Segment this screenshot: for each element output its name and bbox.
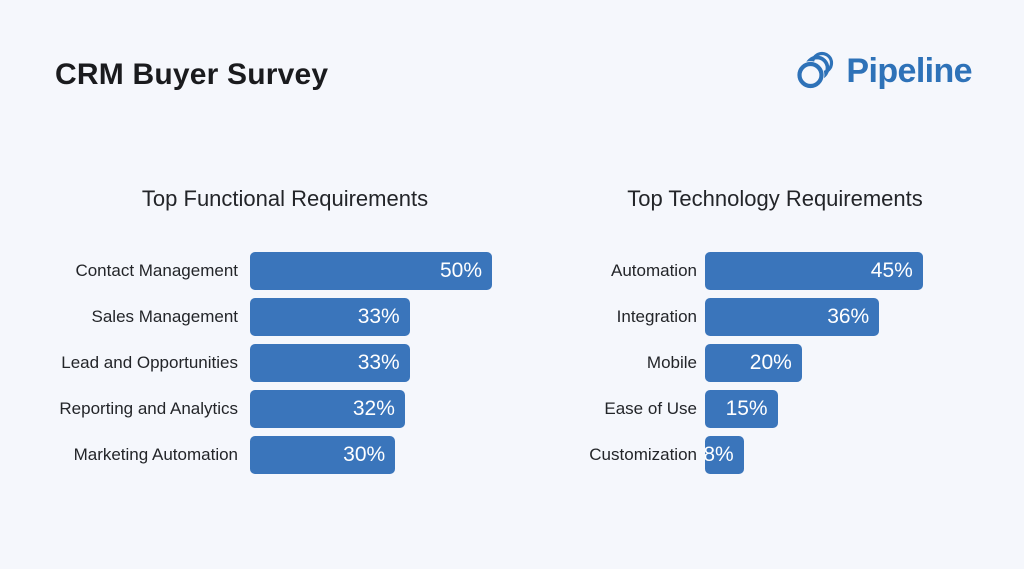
bar: 33% bbox=[250, 298, 410, 336]
chart-title: Top Functional Requirements bbox=[141, 186, 429, 211]
bar: 8% bbox=[705, 436, 744, 474]
bar-chart: Contact Management 50% Sales Management 33%… bbox=[55, 252, 515, 482]
bar-track: 50% bbox=[250, 252, 492, 290]
chart-row: Integration 36% bbox=[565, 298, 985, 336]
charts-container: Top Functional Requirements Contact Mana… bbox=[55, 186, 985, 482]
bar-track: 33% bbox=[250, 344, 492, 382]
bar-track: 20% bbox=[705, 344, 947, 382]
bar-track: 8% bbox=[705, 436, 947, 474]
bar-track: 33% bbox=[250, 298, 492, 336]
bar-track: 15% bbox=[705, 390, 947, 428]
chart-row: Mobile 20% bbox=[565, 344, 985, 382]
pipeline-logo: Pipeline bbox=[791, 50, 973, 92]
bar-value-label: 30% bbox=[343, 443, 386, 466]
bar-value-label: 33% bbox=[357, 351, 400, 374]
chart-functional-requirements: Top Functional Requirements Contact Mana… bbox=[55, 186, 515, 482]
bar-value-label: 45% bbox=[870, 259, 913, 282]
bar-category-label: Ease of Use bbox=[604, 399, 697, 418]
bar-chart: Automation 45% Integration 36% Mobile 20% Ease… bbox=[565, 252, 985, 482]
bar-value-label: 32% bbox=[352, 397, 395, 420]
chart-row: Automation 45% bbox=[565, 252, 985, 290]
chart-row: Lead and Opportunities 33% bbox=[55, 344, 515, 382]
bar: 15% bbox=[705, 390, 778, 428]
bar-track: 32% bbox=[250, 390, 492, 428]
bar-category-label: Customization bbox=[589, 445, 697, 464]
bar-value-label: 50% bbox=[439, 259, 482, 282]
chart-row: Sales Management 33% bbox=[55, 298, 515, 336]
bar-value-label: 8% bbox=[705, 443, 734, 466]
bar-category-label: Lead and Opportunities bbox=[61, 353, 238, 372]
pipeline-rings-icon bbox=[797, 51, 834, 89]
logo-wordmark: Pipeline bbox=[846, 52, 972, 90]
chart-row: Customization 8% bbox=[565, 436, 985, 474]
chart-title: Top Technology Requirements bbox=[627, 186, 923, 211]
chart-row: Ease of Use 15% bbox=[565, 390, 985, 428]
bar-category-label: Integration bbox=[616, 307, 697, 326]
bar-value-label: 33% bbox=[357, 305, 400, 328]
bar-category-label: Reporting and Analytics bbox=[59, 399, 238, 418]
bar: 32% bbox=[250, 390, 405, 428]
chart-row: Reporting and Analytics 32% bbox=[55, 390, 515, 428]
bar: 36% bbox=[705, 298, 880, 336]
bar-track: 36% bbox=[705, 298, 947, 336]
bar: 20% bbox=[705, 344, 802, 382]
bar: 50% bbox=[250, 252, 492, 290]
bar-value-label: 20% bbox=[749, 351, 792, 374]
chart-row: Contact Management 50% bbox=[55, 252, 515, 290]
bar: 30% bbox=[250, 436, 396, 474]
bar-value-label: 36% bbox=[827, 305, 870, 328]
chart-technology-requirements: Top Technology Requirements Automation 45… bbox=[565, 186, 985, 482]
bar-category-label: Contact Management bbox=[75, 261, 238, 280]
bar-category-label: Sales Management bbox=[91, 307, 238, 326]
chart-row: Marketing Automation 30% bbox=[55, 436, 515, 474]
bar-category-label: Automation bbox=[611, 261, 697, 280]
bar-track: 45% bbox=[705, 252, 947, 290]
bar-track: 30% bbox=[250, 436, 492, 474]
page-title: CRM Buyer Survey bbox=[55, 58, 329, 91]
bar: 33% bbox=[250, 344, 410, 382]
bar-category-label: Marketing Automation bbox=[73, 445, 238, 464]
bar: 45% bbox=[705, 252, 923, 290]
bar-category-label: Mobile bbox=[646, 353, 697, 372]
bar-value-label: 15% bbox=[725, 397, 768, 420]
